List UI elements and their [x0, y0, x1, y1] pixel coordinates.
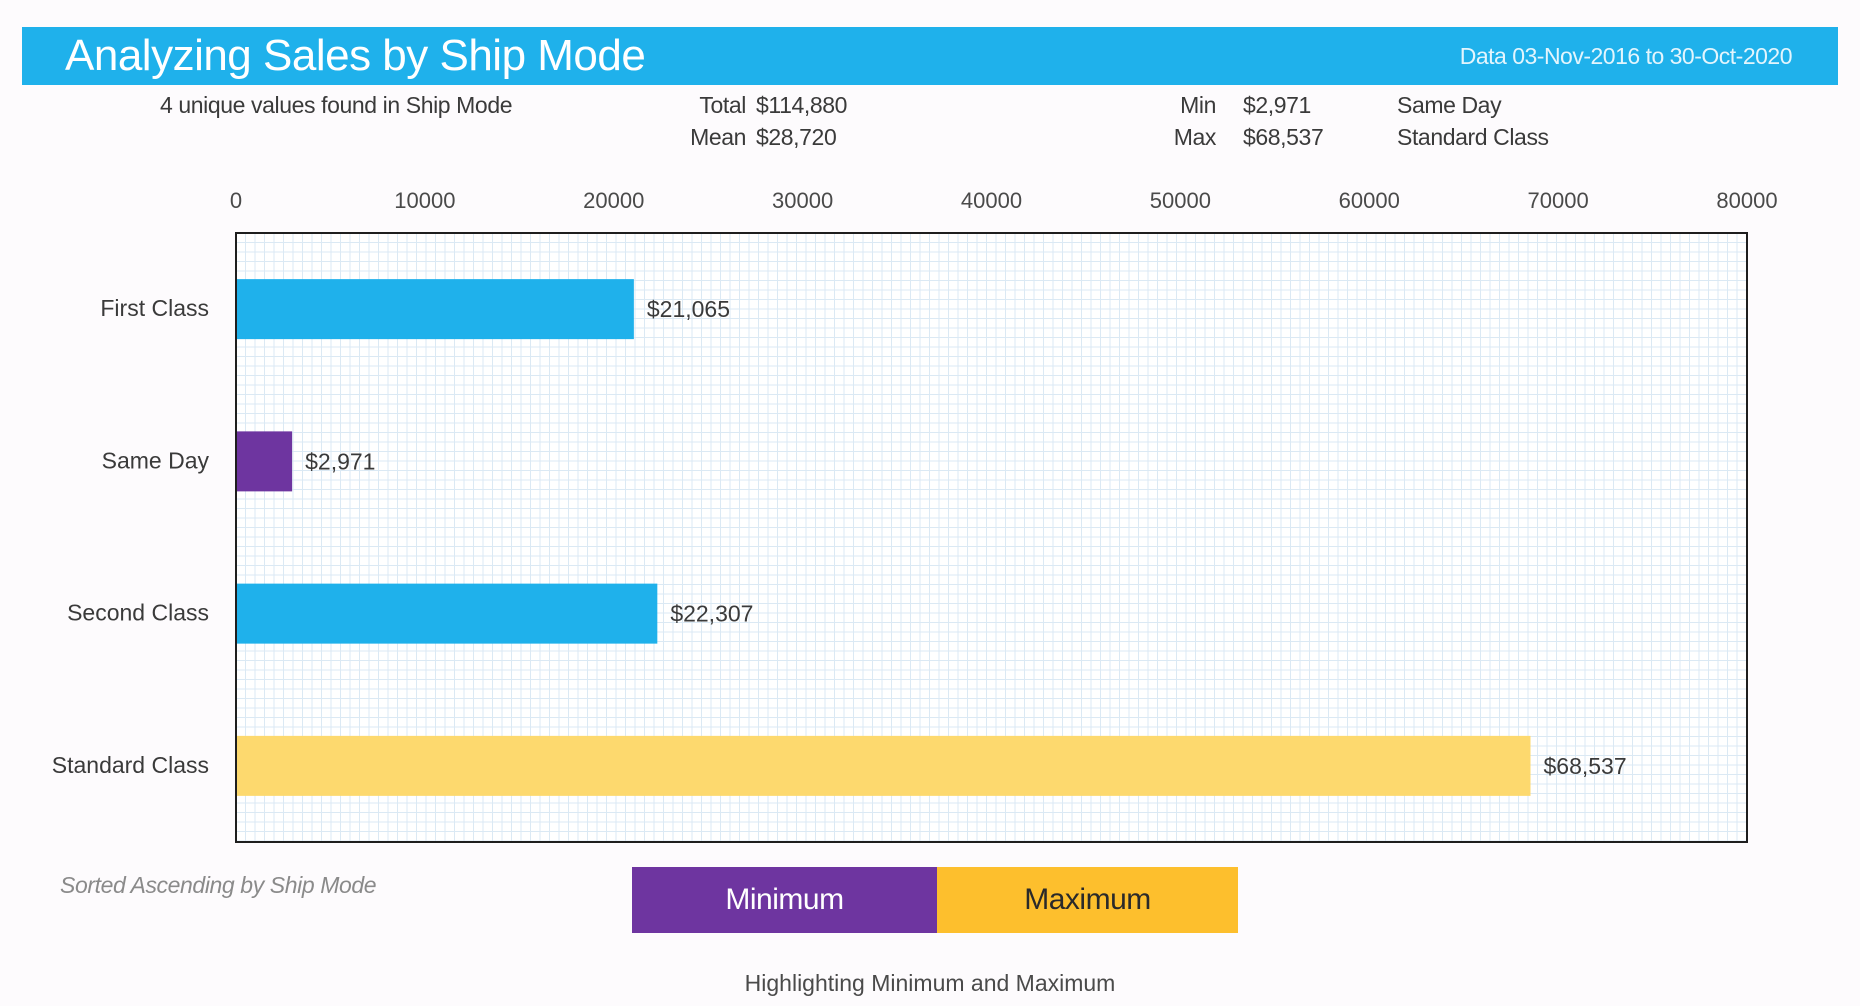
min-value: $2,971 [1243, 92, 1311, 118]
unique-values-note: 4 unique values found in Ship Mode [160, 92, 513, 118]
figure-caption: Highlighting Minimum and Maximum [744, 970, 1116, 996]
date-range: Data 03-Nov-2016 to 30-Oct-2020 [1459, 43, 1793, 69]
x-tick-label: 70000 [1528, 188, 1589, 213]
legend-maximum: Maximum [937, 867, 1238, 933]
title-banner: Analyzing Sales by Ship Mode Data 03-Nov… [22, 27, 1838, 85]
total-value: $114,880 [756, 92, 848, 118]
total-label: Total [699, 92, 746, 118]
mean-value: $28,720 [756, 124, 837, 150]
legend-minimum: Minimum [632, 867, 937, 933]
data-label: $22,307 [670, 601, 753, 627]
x-tick-label: 0 [230, 188, 242, 213]
sort-note: Sorted Ascending by Ship Mode [60, 872, 377, 898]
max-category: Standard Class [1397, 124, 1549, 150]
max-label: Max [1173, 124, 1217, 150]
chart-title: Analyzing Sales by Ship Mode [65, 31, 646, 80]
max-value: $68,537 [1243, 124, 1324, 150]
category-label: First Class [100, 295, 209, 321]
x-tick-label: 20000 [583, 188, 644, 213]
category-label: Second Class [67, 600, 209, 626]
plot-frame [235, 232, 1748, 843]
x-tick-label: 60000 [1339, 188, 1400, 213]
data-label: $21,065 [647, 296, 730, 322]
x-tick-label: 40000 [961, 188, 1022, 213]
x-tick-label: 30000 [772, 188, 833, 213]
category-label: Standard Class [52, 752, 209, 778]
mean-label: Mean [690, 124, 746, 150]
min-label: Min [1180, 92, 1216, 118]
bar [236, 735, 1531, 796]
x-tick-label: 80000 [1716, 188, 1777, 213]
bar [236, 279, 634, 340]
data-label: $2,971 [305, 448, 375, 474]
bar [236, 583, 658, 644]
category-label: Same Day [102, 447, 210, 473]
data-label: $68,537 [1543, 753, 1626, 779]
min-category: Same Day [1397, 92, 1502, 118]
bar [236, 431, 293, 492]
x-tick-label: 10000 [394, 188, 455, 213]
x-tick-label: 50000 [1150, 188, 1211, 213]
